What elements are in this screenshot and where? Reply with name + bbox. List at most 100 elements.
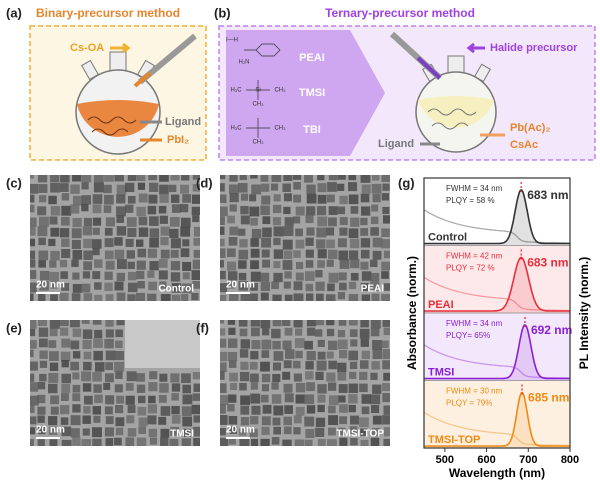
nanocrystal [337,292,346,300]
nanocrystal [317,351,326,360]
panel-label: (f) [196,320,209,335]
pl-fill [424,325,570,381]
nanocrystal [30,259,36,268]
nanocrystal [272,204,282,214]
nanocrystal [227,261,237,271]
nanocrystal [228,415,238,425]
nanocrystal [262,259,271,268]
nanocrystal [49,439,58,446]
nanocrystal [116,272,125,282]
nanocrystal [81,204,89,212]
nanocrystal [382,206,390,215]
nanocrystal [48,416,58,426]
nanocrystal [305,249,314,258]
nanocrystal [138,216,148,226]
nanocrystal [262,404,272,414]
nanocrystal [361,206,371,216]
nanocrystal [39,270,50,281]
plqy-label: PLQY= 65% [446,331,490,340]
nanocrystal [38,338,48,348]
nanocrystal [272,417,281,426]
nanocrystal [138,193,148,203]
nanocrystal [372,415,382,425]
nanocrystal [38,426,46,435]
nanocrystal [125,382,134,391]
nanocrystal [92,227,100,235]
nanocrystal [81,195,92,205]
nanocrystal [192,281,200,289]
nanocrystal [383,438,390,446]
additive: PEAI [299,52,325,64]
nanocrystal [382,215,390,224]
nanocrystal [339,259,350,269]
nanocrystal [82,415,91,424]
nanocrystal [159,373,168,382]
nanocrystal [147,205,157,215]
nanocrystal [127,175,137,181]
nanocrystal [293,293,304,301]
nanocrystal [115,417,125,427]
nanocrystal [61,338,71,348]
nanocrystal [238,428,247,436]
nanocrystal [260,205,270,216]
nanocrystal [370,216,379,225]
nanocrystal [220,320,225,324]
nanocrystal [228,327,236,335]
nanocrystal [37,320,47,327]
nanocrystal [126,250,135,259]
nanocrystal [37,439,45,446]
panel-bg [424,245,570,313]
nanocrystal [282,183,291,192]
nanocrystal [169,438,179,446]
nanocrystal [191,194,200,204]
nanocrystal [170,249,179,258]
nanocrystal [260,292,269,301]
nanocrystal [306,405,316,414]
nanocrystal [337,238,347,248]
nanocrystal [360,175,371,183]
nanocrystal [293,360,301,369]
nanocrystal [295,272,304,281]
nanocrystal [49,271,59,282]
nanocrystal [272,340,281,350]
nanocrystal [94,329,103,339]
nanocrystal [126,415,135,424]
nanocrystal [116,226,127,236]
absorbance-curve [423,411,570,447]
nanocrystal [159,383,169,393]
nanocrystal [149,237,159,248]
panel-label: (a) [6,5,22,20]
nanocrystal [83,217,93,227]
nanocrystal [382,393,390,403]
nanocrystal [82,329,93,339]
sample-label: TMSI [170,429,194,440]
nanocrystal [261,183,270,192]
nanocrystal [372,250,382,260]
legend-entry: TMSI-TOP [428,434,480,446]
nanocrystal [92,239,102,249]
nanocrystal [220,226,225,235]
nanocrystal [38,237,46,246]
nanocrystal [305,428,315,439]
nanocrystal [171,294,181,301]
arrow [110,42,131,54]
nanocrystal [220,183,225,192]
nanocrystal [251,405,261,415]
nanocrystal [315,329,323,337]
nanocrystal [261,384,270,392]
nanocrystal [349,250,359,260]
nanocrystal [295,239,305,249]
reagent: Cs-OA [70,42,104,54]
nanocrystal [306,327,316,336]
nanocrystal [220,260,224,268]
nanocrystal [360,282,369,291]
nanocrystal [360,249,370,259]
nanocrystal [93,175,104,183]
plqy-label: PLQY = 79% [446,399,492,408]
nanocrystal [260,361,270,372]
nanocrystal [305,215,314,224]
nanocrystal [61,283,70,291]
fwhm-label: FWHM = 42 nm [446,252,503,261]
nanocrystal [125,395,135,405]
nanocrystal [306,320,317,327]
